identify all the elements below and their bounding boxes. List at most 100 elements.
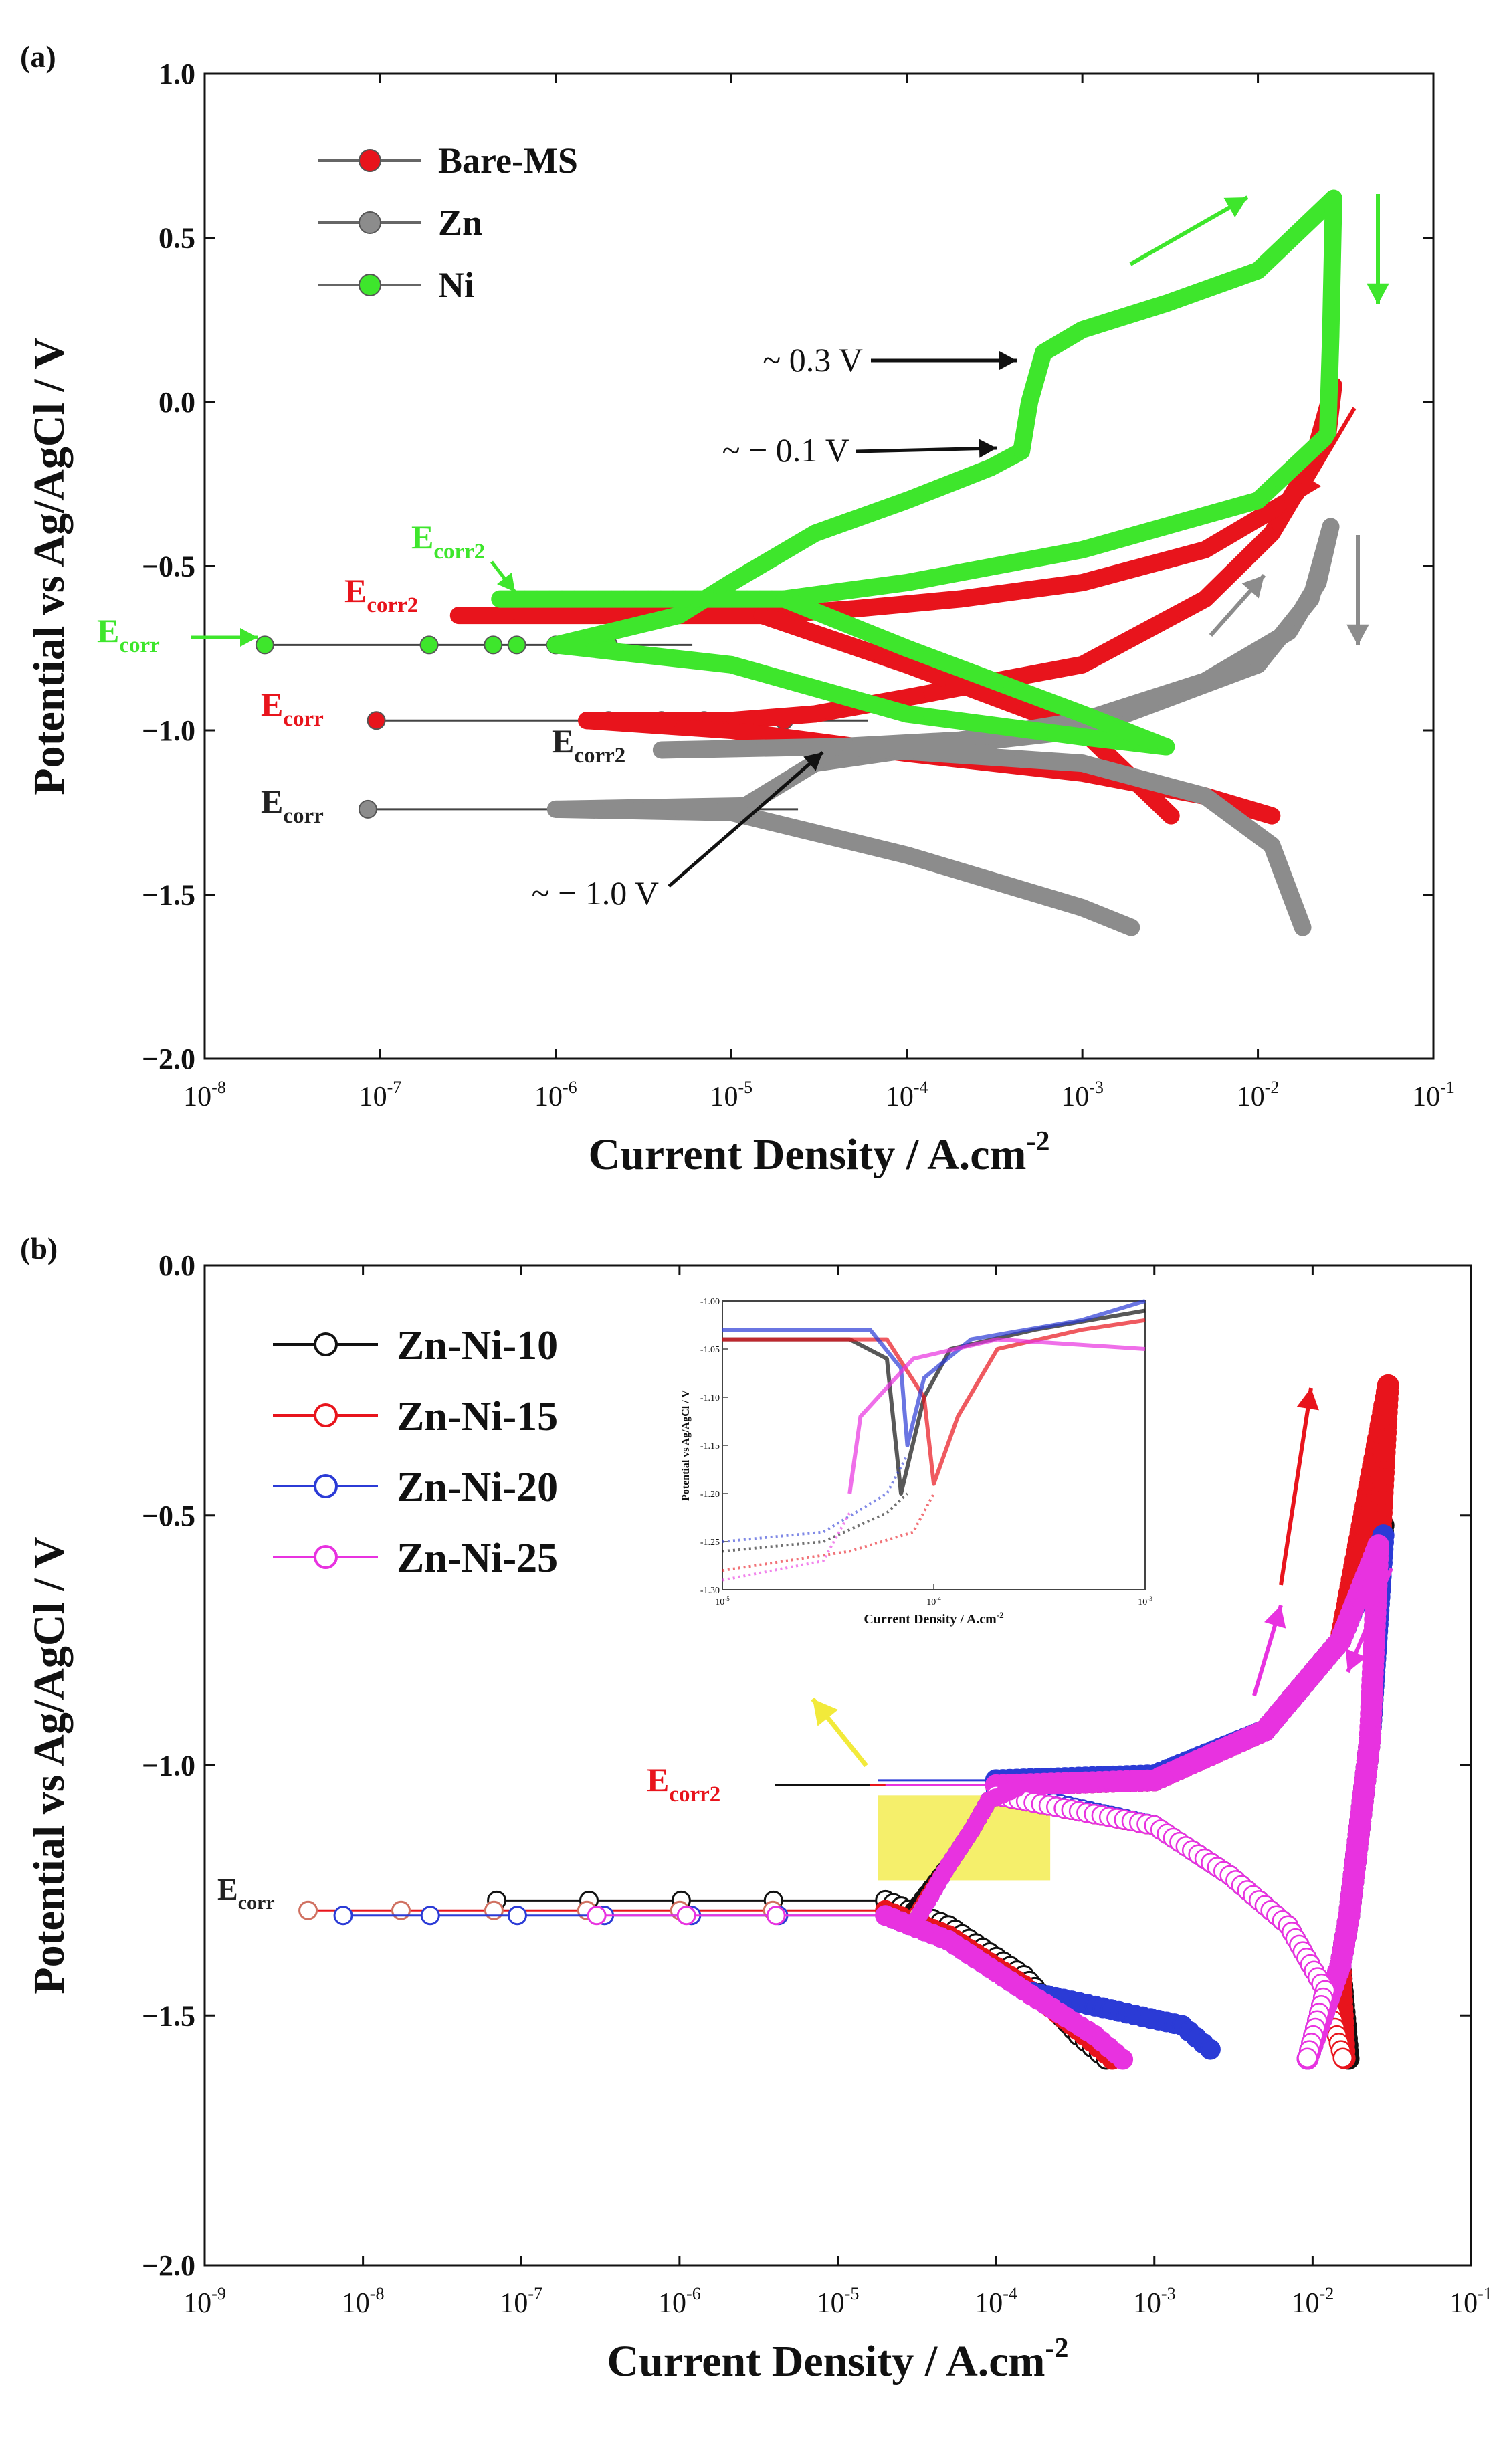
chart-b-ecorr-point xyxy=(676,1906,696,1926)
chart-b-inset-curve xyxy=(847,1337,1146,1494)
chart-a-annotation-arrow xyxy=(668,751,824,888)
chart-b-y-tick-label: −0.5 xyxy=(142,1500,195,1532)
chart-a-direction-arrow-head xyxy=(1346,624,1369,645)
chart-a-legend-marker xyxy=(359,211,381,234)
chart-b-inset-x-tick-label: 10-4 xyxy=(926,1595,941,1607)
chart-a-annotation-arrow-head xyxy=(803,752,823,771)
chart-b-legend-marker xyxy=(314,1474,338,1498)
chart-a-annotation-arrow-head xyxy=(979,439,997,458)
chart-a-curve-marker xyxy=(1110,914,1128,931)
chart-b-y-tick-label: −1.0 xyxy=(142,1750,195,1782)
chart-a-direction-arrow-head xyxy=(1223,197,1247,218)
chart-b-x-tick-label: 10-9 xyxy=(183,2284,226,2319)
chart-b-x-tick-label: 10-6 xyxy=(658,2284,701,2319)
chart-a-ecorr-label: Ecorr xyxy=(261,686,324,731)
chart-b-inset-x-tick-label: 10-5 xyxy=(715,1595,730,1607)
chart-b-x-tick-label: 10-7 xyxy=(500,2284,542,2319)
chart-a-curve-marker xyxy=(1035,344,1052,362)
chart-b-cathodic-marker xyxy=(1199,2039,1221,2060)
chart-b-x-tick-label: 10-8 xyxy=(342,2284,385,2319)
chart-a-direction-arrow-head xyxy=(1301,474,1322,498)
chart-b-y-axis-label: Potential vs Ag/AgCl / V xyxy=(25,1536,74,1994)
chart-a-curve-marker xyxy=(997,451,1015,468)
chart-a-panel-label: (a) xyxy=(20,39,56,74)
chart-b-x-axis-label: Current Density / A.cm-2 xyxy=(607,2333,1068,2386)
chart-b-inset-curve xyxy=(722,1512,851,1582)
chart-a-ecorr-point xyxy=(484,635,503,655)
chart-a-y-tick-label: −0.5 xyxy=(142,550,195,583)
chart-b-inset-y-tick-label: -1.05 xyxy=(700,1345,720,1355)
chart-b-legend-marker xyxy=(314,1332,338,1356)
chart-a-annotation-label: ~ − 1.0 V xyxy=(532,874,659,912)
chart-a-direction-arrow xyxy=(1129,195,1249,266)
chart-a-annotation-arrow-head xyxy=(999,351,1017,370)
panel-b: 10-9 10-8 10-7 10-6 10-5 10-4 10-3 10-2 10-1 0.0 −… xyxy=(20,1231,1492,2386)
chart-b-direction-arrow-head xyxy=(1366,1465,1389,1488)
chart-a-series-group xyxy=(255,189,1342,936)
chart-b-x-tick-label: 10-2 xyxy=(1292,2284,1334,2319)
chart-a-curve-marker xyxy=(1290,907,1307,924)
chart-a-x-tick-label: 10-2 xyxy=(1237,1077,1280,1112)
chart-a-ecorr2-label: Ecorr2 xyxy=(344,572,418,617)
chart-b-inset-y-axis-label: Potential vs Ag/AgCl / V xyxy=(680,1390,692,1501)
chart-b-inset-y-tick-label: -1.30 xyxy=(700,1586,720,1596)
chart-b-legend-label: Zn-Ni-10 xyxy=(397,1323,558,1368)
chart-a-curve-marker xyxy=(1249,803,1268,821)
chart-a-ecorr-arrow-head xyxy=(240,628,258,647)
chart-b-ecorr-point xyxy=(420,1906,440,1926)
chart-a-curve-marker xyxy=(1316,546,1333,564)
chart-b-legend-marker xyxy=(314,1545,338,1569)
chart-a-curve-marker xyxy=(982,459,999,476)
chart-a-legend-marker xyxy=(359,274,381,296)
chart-a-x-tick-label: 10-1 xyxy=(1412,1077,1455,1112)
chart-b-cathodic2-marker xyxy=(1332,2047,1353,2069)
chart-a-legend-label: Ni xyxy=(438,265,474,305)
chart-b-legend-label: Zn-Ni-15 xyxy=(397,1394,558,1439)
chart-a-ecorr-label: Ecorr xyxy=(261,783,324,828)
chart-a-annotations: ~ 0.3 V ~ − 0.1 V ~ − 1.0 V Ecorr2 Ecorr2 Eco… xyxy=(97,194,1389,912)
chart-a-ecorr-point xyxy=(367,711,386,730)
chart-a-ecorr-point xyxy=(507,635,526,655)
chart-a-legend: Bare-MS Zn Ni xyxy=(318,140,578,305)
chart-b-inset-y-tick-label: -1.10 xyxy=(700,1393,720,1403)
chart-b-cathodic-marker xyxy=(1112,2049,1134,2070)
chart-b-inset-y-tick-label: -1.00 xyxy=(700,1297,720,1307)
chart-b-inset-y-tick-label: -1.15 xyxy=(700,1441,720,1451)
chart-a-x-tick-label: 10-8 xyxy=(183,1077,226,1112)
chart-b-y-tick-label: −1.5 xyxy=(142,1999,195,2032)
chart-b-annotations: Ecorr2 Ecorr xyxy=(217,1384,1393,1914)
chart-a-ecorr-point xyxy=(255,635,274,655)
chart-a-ecorr-label: Ecorr xyxy=(97,612,160,657)
chart-b-direction-arrow-head xyxy=(1264,1605,1286,1629)
chart-a-y-tick-label: −1.5 xyxy=(142,879,195,912)
chart-a-curve-marker xyxy=(1312,560,1330,577)
chart-b-ecorr2-label: Ecorr2 xyxy=(647,1761,720,1807)
chart-a-x-tick-label: 10-7 xyxy=(359,1077,402,1112)
chart-b-x-tick-label: 10-5 xyxy=(817,2284,860,2319)
chart-a-y-tick-label: −2.0 xyxy=(142,1043,195,1075)
chart-b-inset-curve xyxy=(722,1299,1146,1447)
chart-a-annotation-arrow xyxy=(856,446,997,453)
chart-a-y-tick-label: 0.5 xyxy=(159,222,195,255)
chart-a-curve-marker xyxy=(1145,733,1163,751)
chart-b-direction-arrow xyxy=(1279,1387,1313,1586)
chart-b-series-group xyxy=(298,1374,1399,2070)
chart-a-y-tick-label: −1.0 xyxy=(142,714,195,747)
chart-b-ecorr-point xyxy=(484,1900,504,1920)
chart-b-direction-arrow-head xyxy=(1296,1388,1319,1411)
chart-a-ecorr-point xyxy=(419,635,439,655)
chart-a-ecorr2-label: Ecorr2 xyxy=(552,722,625,768)
chart-b-ecorr-point xyxy=(766,1906,786,1926)
chart-b-inset-curve xyxy=(722,1318,1146,1486)
chart-a-legend-marker xyxy=(359,149,381,172)
chart-a-legend-label: Bare-MS xyxy=(438,140,578,181)
chart-a-curve-marker xyxy=(665,741,683,758)
chart-a-y-tick-label: 1.0 xyxy=(159,58,195,90)
chart-b-inset-x-tick-label: 10-3 xyxy=(1138,1595,1152,1607)
chart-a-curve-marker xyxy=(1153,799,1171,816)
chart-b-transition-marker xyxy=(1008,1779,1026,1798)
chart-b-inset-frame xyxy=(722,1300,1146,1590)
chart-b-x-tick-label: 10-1 xyxy=(1449,2284,1492,2319)
chart-a-curve-marker xyxy=(1318,532,1336,550)
